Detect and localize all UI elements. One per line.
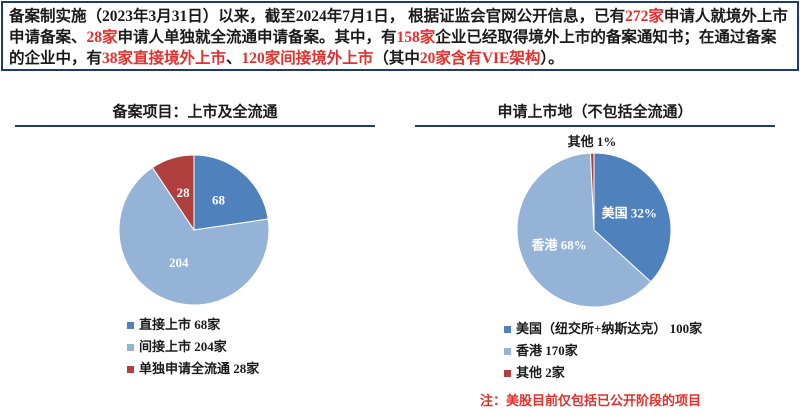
intro-text: 备案制实施（2023年3月31日）以来，截至2024年7月1日， 根据证监会官网… (9, 8, 626, 25)
intro-box: 备案制实施（2023年3月31日）以来，截至2024年7月1日， 根据证监会官网… (1, 1, 799, 71)
intro-text: 120家间接境外上市 (241, 50, 374, 67)
pie-slice (193, 154, 269, 231)
legend-label: 间接上市 204家 (139, 339, 228, 354)
legend-swatch (504, 370, 511, 377)
intro-text: （其中 (373, 50, 420, 67)
chart-title: 申请上市地（不包括全流通） (497, 102, 692, 120)
data-label: 香港 68% (531, 237, 587, 252)
pie-slice (151, 154, 195, 232)
data-label: 68 (212, 193, 226, 208)
intro-text: 20家含有VIE架构 (419, 50, 541, 67)
intro-text: 38家直接境外上市 (102, 50, 227, 67)
intro-text: 申请人就境外上市申请备案、 (9, 8, 788, 46)
legend-label: 直接上市 68家 (139, 317, 221, 332)
legend-label: 香港 170家 (515, 343, 579, 358)
intro-text: 申请人单独就全流通申请备案。其中，有 (117, 29, 397, 46)
data-label: 其他 1% (568, 134, 617, 149)
intro-text: 28家 (86, 29, 118, 46)
legend-label: 其他 2家 (516, 365, 566, 380)
pie-slice (589, 152, 595, 231)
legend-swatch (504, 348, 511, 355)
data-label: 204 (169, 255, 189, 270)
intro-text: 、 (226, 50, 242, 67)
legend-swatch (127, 344, 134, 351)
pie-slice (118, 166, 270, 306)
intro-text: 272家 (625, 8, 664, 25)
legend-label: 单独申请全流通 28家 (139, 361, 260, 376)
legend-swatch (127, 322, 134, 329)
legend-swatch (504, 326, 511, 333)
chart-title: 备案项目：上市及全流通 (111, 102, 277, 120)
intro-text: ）。 (540, 50, 564, 67)
intro-text: 企业已经取得境外上市的备案通知书；在通过备案的企业中，有 (9, 29, 777, 67)
pie-slice (593, 152, 672, 283)
legend-label: 美国（纽交所+纳斯达克） 100家 (516, 321, 703, 336)
pie-slice (516, 152, 652, 308)
data-label: 28 (177, 185, 191, 200)
footnote: 注：美股目前仅包括已公开阶段的项目 (480, 393, 701, 408)
data-label: 美国 32% (602, 205, 657, 220)
legend-swatch (127, 366, 134, 373)
intro-text: 158家 (396, 29, 436, 46)
